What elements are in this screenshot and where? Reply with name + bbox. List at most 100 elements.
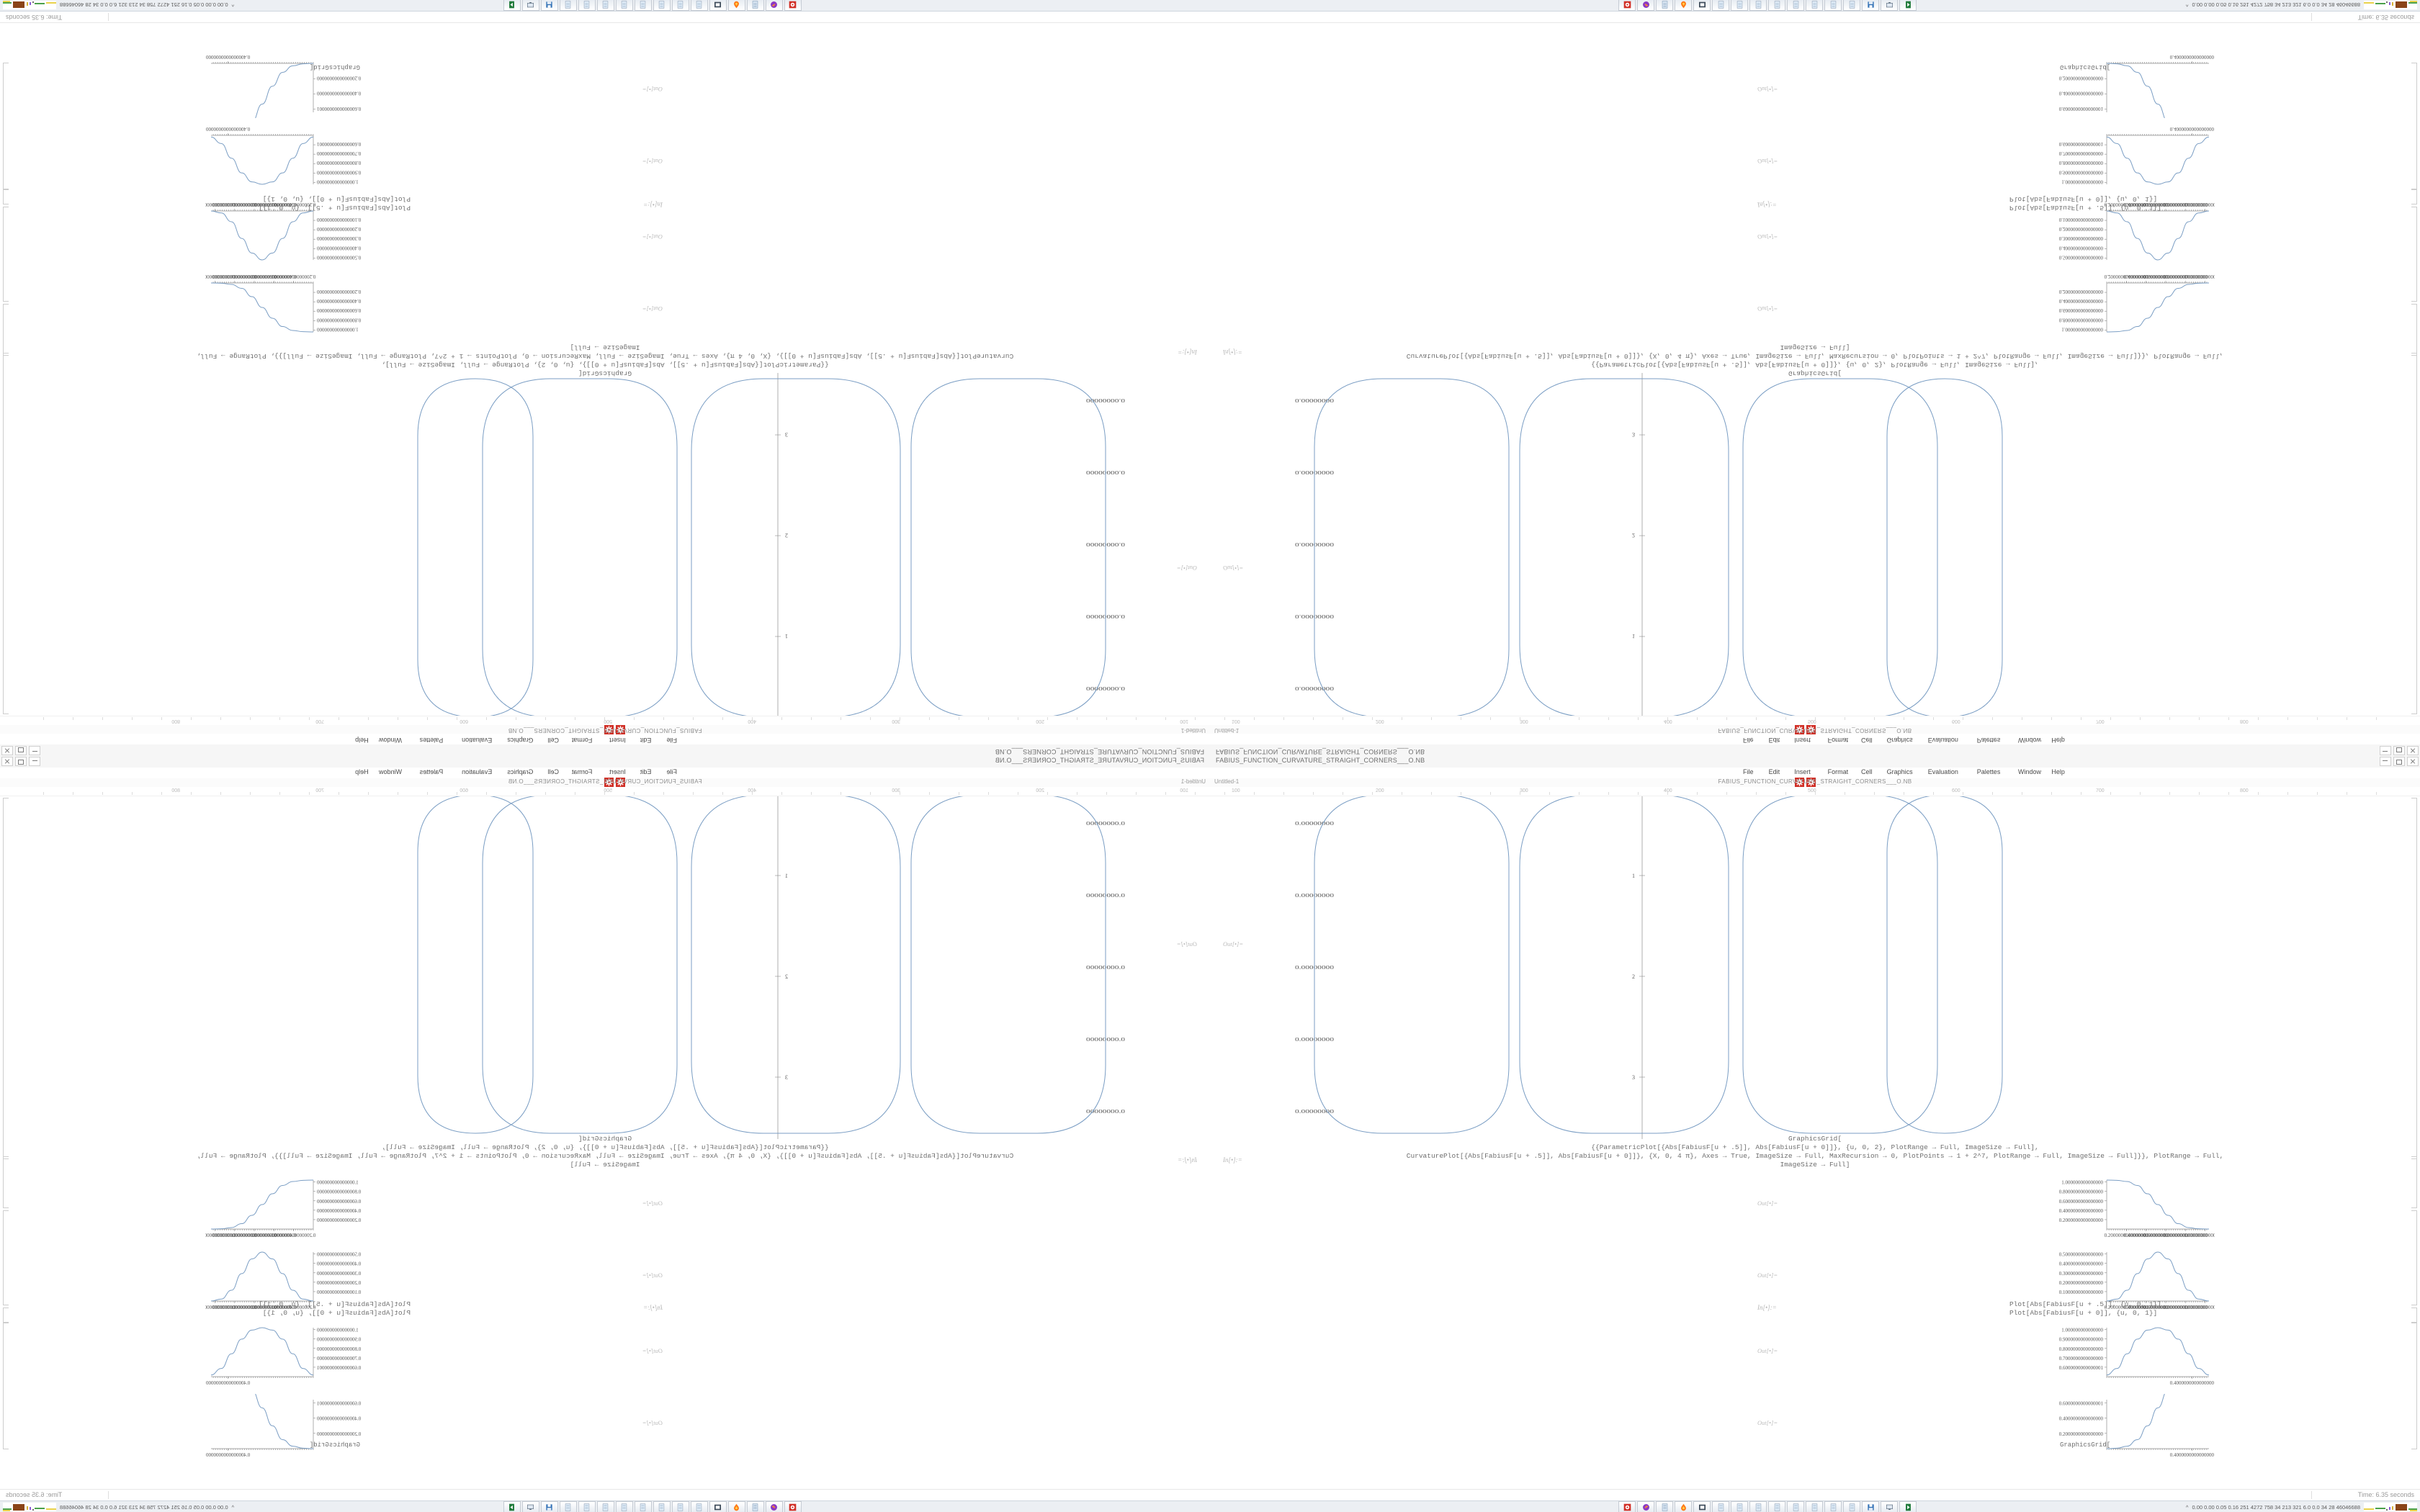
notebook-canvas[interactable]: -2-1121230.000000000.000000000.000000000… [0, 796, 1210, 1489]
mathematica-app-icon[interactable] [604, 778, 614, 787]
graphics-grid-output-1[interactable]: -2-1121230.000000000.000000000.000000000… [411, 370, 1138, 716]
menu-item-palettes[interactable]: Palettes [419, 737, 444, 744]
taskbar-button[interactable] [691, 0, 708, 11]
menu-item-palettes[interactable]: Palettes [1976, 768, 2001, 775]
mathematica-app-icon[interactable] [604, 725, 614, 734]
code-cell-1[interactable]: GraphicsGrid[{{ParametricPlot[{Abs[Fabiu… [1239, 1135, 2391, 1169]
cell-bracket[interactable] [3, 1322, 9, 1449]
notebook-canvas[interactable]: -2-1121230.000000000.000000000.000000000… [1210, 23, 2420, 716]
code-cell-2[interactable]: Plot[Abs[FabiusF[u + .5]], {u, 0, 1}] Plo… [2009, 194, 2161, 212]
menu-item-evaluation[interactable]: Evaluation [462, 768, 493, 775]
cell-bracket[interactable] [2411, 1308, 2417, 1323]
taskbar-button[interactable] [1862, 1501, 1879, 1512]
menu-item-evaluation[interactable]: Evaluation [462, 737, 493, 744]
minimize-icon[interactable] [2380, 757, 2391, 766]
tray-chevron-icon[interactable]: ^ [2185, 1503, 2189, 1511]
menu-item-format[interactable]: Format [571, 737, 593, 744]
taskbar-button[interactable] [1693, 1501, 1711, 1512]
plot-output-3a[interactable]: 0.6000000000000001 0.7000000000000000 0.80… [2006, 1322, 2215, 1387]
code-cell-2[interactable]: Plot[Abs[FabiusF[u + .5]], {u, 0, 1}] Plo… [2009, 1300, 2161, 1318]
taskbar-button[interactable] [1881, 0, 1898, 11]
code-cell-1[interactable]: GraphicsGrid[{{ParametricPlot[{Abs[Fabiu… [29, 343, 1181, 377]
taskbar[interactable]: ^ 0.00 0.00 0.05 0.16 251 4272 758 34 21… [0, 0, 1210, 12]
taskbar-button[interactable] [1731, 1501, 1748, 1512]
window-controls[interactable] [2380, 746, 2419, 755]
menu-item-window[interactable]: Window [2018, 737, 2042, 744]
taskbar-button[interactable] [616, 1501, 633, 1512]
taskbar-button[interactable] [1899, 0, 1917, 11]
menu-item-help[interactable]: Help [2051, 737, 2065, 744]
taskbar-button[interactable] [766, 0, 783, 11]
menu-bar[interactable]: File Edit Insert Format Cell Graphics Evaluati… [0, 733, 1210, 744]
taskbar-button[interactable] [1787, 1501, 1804, 1512]
plot-output-2a[interactable]: 0.2000000000000000 0.4000000000000000 0.60… [2006, 1174, 2215, 1239]
taskbar-button[interactable] [653, 1501, 671, 1512]
taskbar-button[interactable] [672, 1501, 689, 1512]
close-icon[interactable] [1, 757, 13, 766]
minimize-icon[interactable] [2380, 746, 2391, 755]
menu-item-file[interactable]: File [1743, 737, 1754, 744]
menu-item-edit[interactable]: Edit [640, 737, 652, 744]
plot-output-2b[interactable]: 0.1000000000000000 0.2000000000000000 0.30… [2006, 1246, 2215, 1311]
menu-item-help[interactable]: Help [2051, 768, 2065, 775]
taskbar-button[interactable] [616, 0, 633, 11]
menu-item-graphics[interactable]: Graphics [1886, 737, 1913, 744]
taskbar-button[interactable] [1618, 0, 1636, 11]
taskbar-button[interactable] [1862, 0, 1879, 11]
tray-chevron-icon[interactable]: ^ [2185, 1, 2189, 9]
taskbar-button[interactable] [522, 0, 539, 11]
menu-item-cell[interactable]: Cell [1861, 737, 1873, 744]
taskbar-button[interactable] [1787, 0, 1804, 11]
taskbar-button[interactable] [1806, 1501, 1823, 1512]
taskbar-button[interactable] [1675, 0, 1692, 11]
menu-item-file[interactable]: File [666, 737, 677, 744]
menu-item-insert[interactable]: Insert [609, 768, 626, 775]
cell-bracket[interactable] [2411, 304, 2417, 356]
taskbar-button[interactable] [1899, 1501, 1917, 1512]
taskbar-button[interactable] [691, 1501, 708, 1512]
taskbar[interactable]: ^ 0.00 0.00 0.05 0.16 251 4272 758 34 21… [0, 1500, 1210, 1512]
plot-output-3b[interactable]: 0.2000000000000000 0.4000000000000000 0.60… [2006, 1394, 2215, 1459]
mathematica-app-icon[interactable] [1795, 778, 1804, 787]
notebook-canvas[interactable]: -2-1121230.000000000.000000000.000000000… [1210, 796, 2420, 1489]
taskbar-button[interactable] [578, 0, 596, 11]
menu-item-graphics[interactable]: Graphics [507, 768, 534, 775]
taskbar-button[interactable] [766, 1501, 783, 1512]
plot-output-2a[interactable]: 0.2000000000000000 0.4000000000000000 0.60… [2006, 273, 2215, 338]
taskbar-button[interactable] [709, 0, 727, 11]
menu-bar[interactable]: File Edit Insert Format Cell Graphics Evaluati… [1210, 733, 2420, 744]
maximize-icon[interactable] [15, 757, 27, 766]
window-controls[interactable] [1, 757, 40, 766]
code-cell-2[interactable]: Plot[Abs[FabiusF[u + .5]], {u, 0, 1}] Plo… [259, 194, 411, 212]
minimize-icon[interactable] [29, 746, 40, 755]
maximize-icon[interactable] [2393, 757, 2405, 766]
taskbar-button[interactable] [560, 1501, 577, 1512]
menu-item-window[interactable]: Window [2018, 768, 2042, 775]
window-controls[interactable] [1, 746, 40, 755]
taskbar[interactable]: ^ 0.00 0.00 0.05 0.16 251 4272 758 34 21… [1210, 1500, 2420, 1512]
plot-output-2b[interactable]: 0.1000000000000000 0.2000000000000000 0.30… [205, 1246, 414, 1311]
taskbar-button[interactable] [747, 0, 764, 11]
cell-bracket[interactable] [3, 189, 9, 204]
mathematica-app-icon[interactable] [1806, 725, 1816, 734]
cell-bracket[interactable] [2411, 1156, 2417, 1208]
taskbar-button[interactable] [1824, 1501, 1842, 1512]
menu-item-edit[interactable]: Edit [1768, 768, 1780, 775]
menu-item-window[interactable]: Window [378, 737, 402, 744]
taskbar-button[interactable] [541, 1501, 558, 1512]
mathematica-app-icon[interactable] [1806, 778, 1816, 787]
taskbar-button[interactable] [522, 1501, 539, 1512]
cell-bracket[interactable] [2411, 1210, 2417, 1305]
taskbar-button[interactable] [1693, 0, 1711, 11]
cell-bracket[interactable] [2411, 798, 2417, 1159]
menu-item-evaluation[interactable]: Evaluation [1927, 768, 1958, 775]
mathematica-app-icon[interactable] [616, 725, 625, 734]
plot-output-3b[interactable]: 0.2000000000000000 0.4000000000000000 0.60… [205, 1394, 414, 1459]
menu-item-file[interactable]: File [1743, 768, 1754, 775]
menu-item-cell[interactable]: Cell [547, 737, 559, 744]
menu-item-graphics[interactable]: Graphics [1886, 768, 1913, 775]
menu-item-evaluation[interactable]: Evaluation [1927, 737, 1958, 744]
mathematica-app-icon[interactable] [616, 778, 625, 787]
plot-output-3a[interactable]: 0.6000000000000001 0.7000000000000000 0.80… [2006, 125, 2215, 190]
cell-bracket[interactable] [3, 798, 9, 1159]
